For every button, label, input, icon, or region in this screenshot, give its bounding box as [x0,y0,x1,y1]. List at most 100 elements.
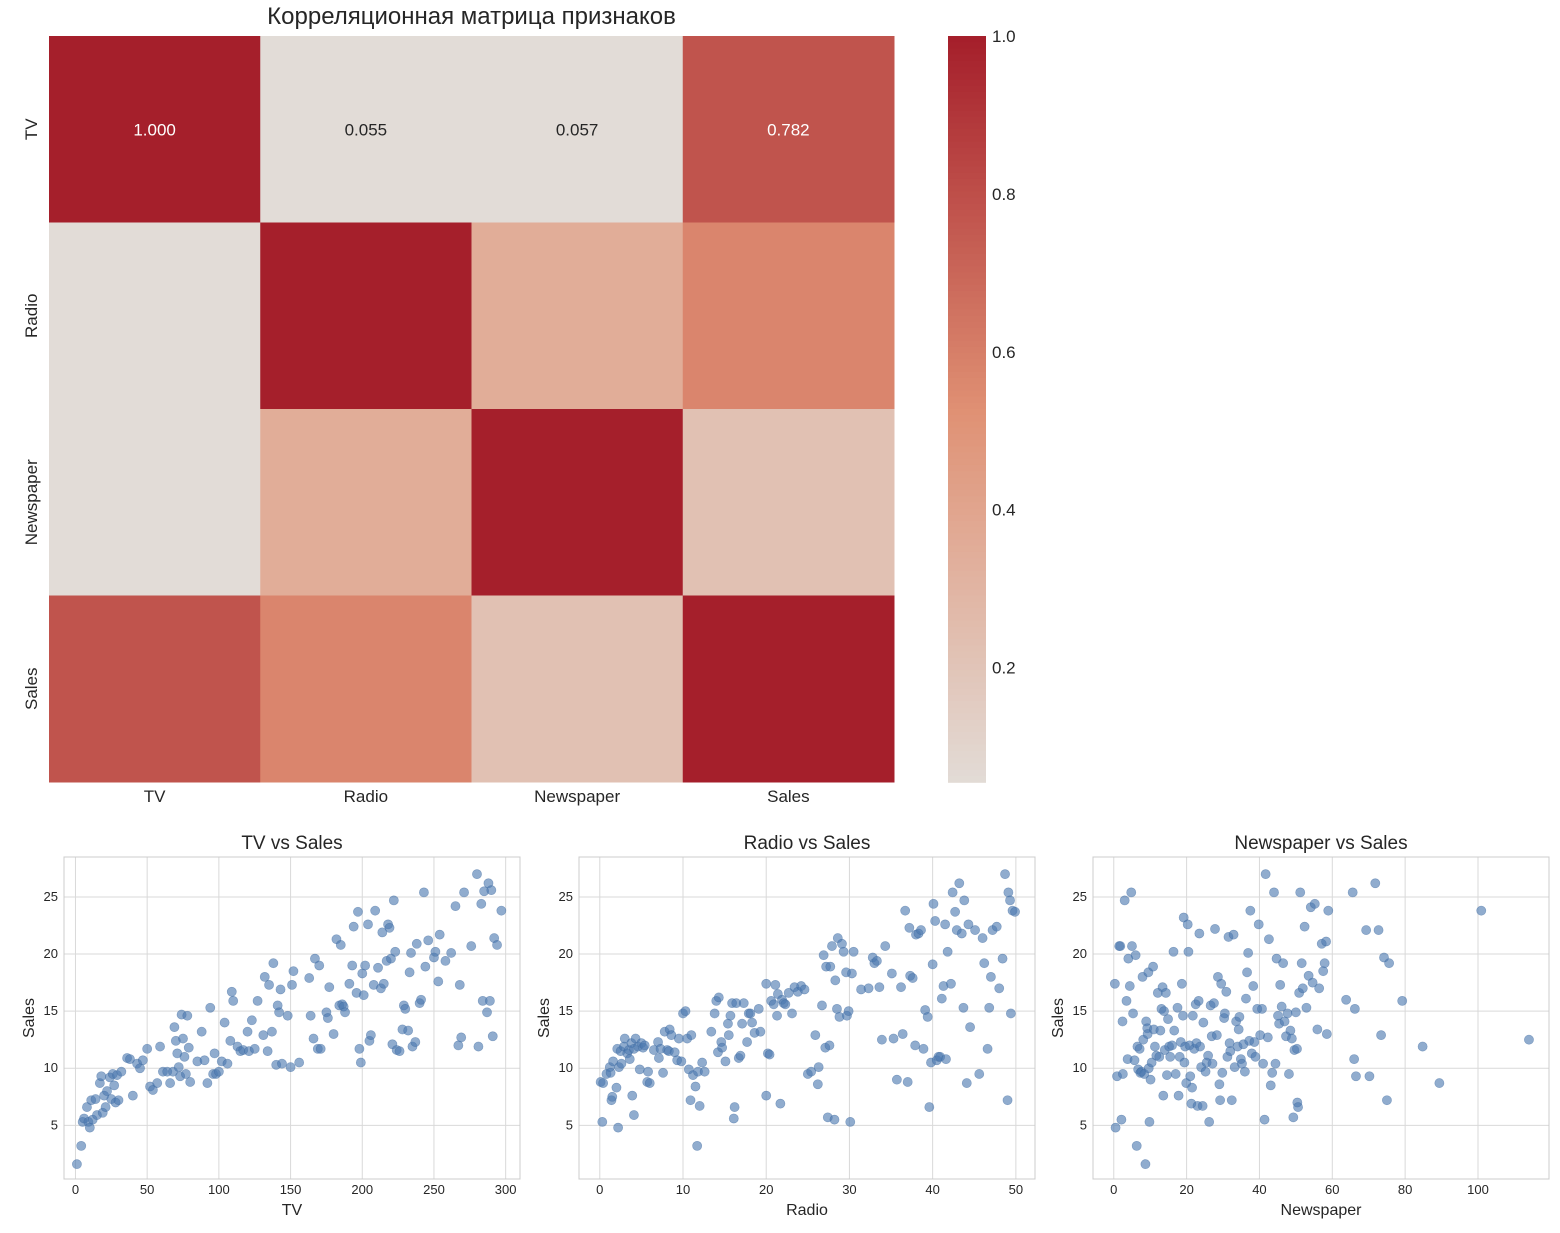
scatter-point [1259,1114,1270,1125]
scatter-point [713,992,724,1003]
scatter-point [252,995,263,1006]
scatter-point [1155,1025,1166,1036]
scatter-point [183,1042,194,1053]
scatter-point [454,979,465,990]
scatter-title: TV vs Sales [241,833,342,854]
scatter-point [753,1003,764,1014]
scatter-point [959,895,970,906]
scatter-point [1187,1082,1197,1093]
scatter-point [1210,924,1220,934]
x-axis-label: TV [282,1202,303,1219]
scatter-point [322,1013,333,1023]
scatter-point [755,1026,766,1037]
heatmap-cell-radio-radio [260,222,472,410]
scatter-point [384,922,395,933]
scatter-point [315,1043,326,1054]
scatter-point [922,1011,933,1022]
scatter-point [1198,1017,1209,1028]
scatter-point [997,953,1008,964]
colorbar-segment [948,446,986,454]
scatter-point [616,1058,627,1069]
scatter-point [1249,1037,1260,1047]
scatter-point [1417,1041,1428,1052]
scatter-point [440,956,451,966]
scatter-point [940,919,951,930]
colorbar-segment [948,558,986,566]
x-tick-label: 200 [351,1182,373,1197]
scatter-point [1126,887,1137,898]
scatter-point [182,1010,193,1021]
scatter-point [977,933,988,943]
scatter-point [1144,1117,1155,1127]
colorbar-segment [948,489,986,497]
colorbar-segment [948,620,986,628]
scatter-point [1248,981,1259,991]
scatter-point [1178,1010,1188,1021]
scatter-point [486,885,497,896]
colorbar-segment [948,645,986,653]
heatmap-cell-radio-tv [49,222,261,410]
scatter-point [1214,1079,1225,1090]
colorbar-segment [948,415,986,423]
y-tick-label: 20 [559,946,573,961]
scatter-point [155,1041,165,1052]
scatter-point [1221,986,1232,997]
x-tick-label: 20 [759,1182,773,1197]
x-axis-label: Radio [786,1202,828,1219]
scatter-point [1209,998,1219,1009]
scatter-point [1524,1034,1534,1045]
scatter-point [956,928,967,939]
scatter-point [1292,1043,1302,1054]
x-tick-label: 100 [208,1182,230,1197]
scatter-point [1285,1025,1296,1036]
colorbar-segment [948,191,986,199]
y-axis-label: Sales [21,998,38,1038]
scatter-point [1193,995,1204,1006]
scatter-tv-vs-sales: 0 50 100 150 200 250 300 5 10 15 20 25 TV vs Sales TV… [21,833,521,1219]
scatter-point [1314,983,1325,994]
colorbar-segment [948,464,986,472]
scatter-point [335,940,346,950]
colorbar-segment [948,297,986,305]
scatter-point [285,1062,296,1072]
scatter-point [473,1041,484,1052]
colorbar-segment [948,775,986,783]
scatter-point [305,1010,316,1021]
scatter-point [72,1159,82,1170]
colorbar-segment [948,595,986,603]
scatter-point [219,1017,230,1028]
scatter-point [1005,895,1015,906]
scatter-point [1167,1040,1177,1051]
scatter-point [1129,1055,1140,1066]
scatter-point [837,938,847,949]
scatter-point [699,1066,710,1077]
scatter-point [1257,1003,1267,1014]
scatter-point [607,1091,618,1102]
heatmap-cell-newspaper-newspaper [471,409,684,596]
scatter-point [377,927,388,938]
colorbar-segment [948,583,986,591]
x-tick-label: 40 [925,1182,939,1197]
scatter-title: Radio vs Sales [744,833,871,854]
scatter-point [1234,1011,1245,1022]
scatter-point [770,979,781,990]
colorbar-segment [948,104,986,112]
scatter-point [643,1066,653,1077]
scatter-point [1148,961,1158,972]
scatter-point [228,995,239,1006]
scatter-point [1290,1007,1301,1018]
scatter-point [1128,1008,1138,1019]
colorbar-segment [948,147,986,155]
colorbar-segment [948,763,986,771]
scatter-point [634,1064,645,1075]
scatter-point [274,1007,284,1018]
colorbar-segment [948,67,986,75]
scatter-point [1182,919,1193,930]
colorbar-segment [948,483,986,491]
scatter-point [180,1069,191,1079]
scatter-point [1323,905,1334,916]
scatter-point [496,905,507,916]
scatter-point [288,966,299,977]
scatter-point [918,1043,929,1054]
scatter-point [1299,921,1310,932]
